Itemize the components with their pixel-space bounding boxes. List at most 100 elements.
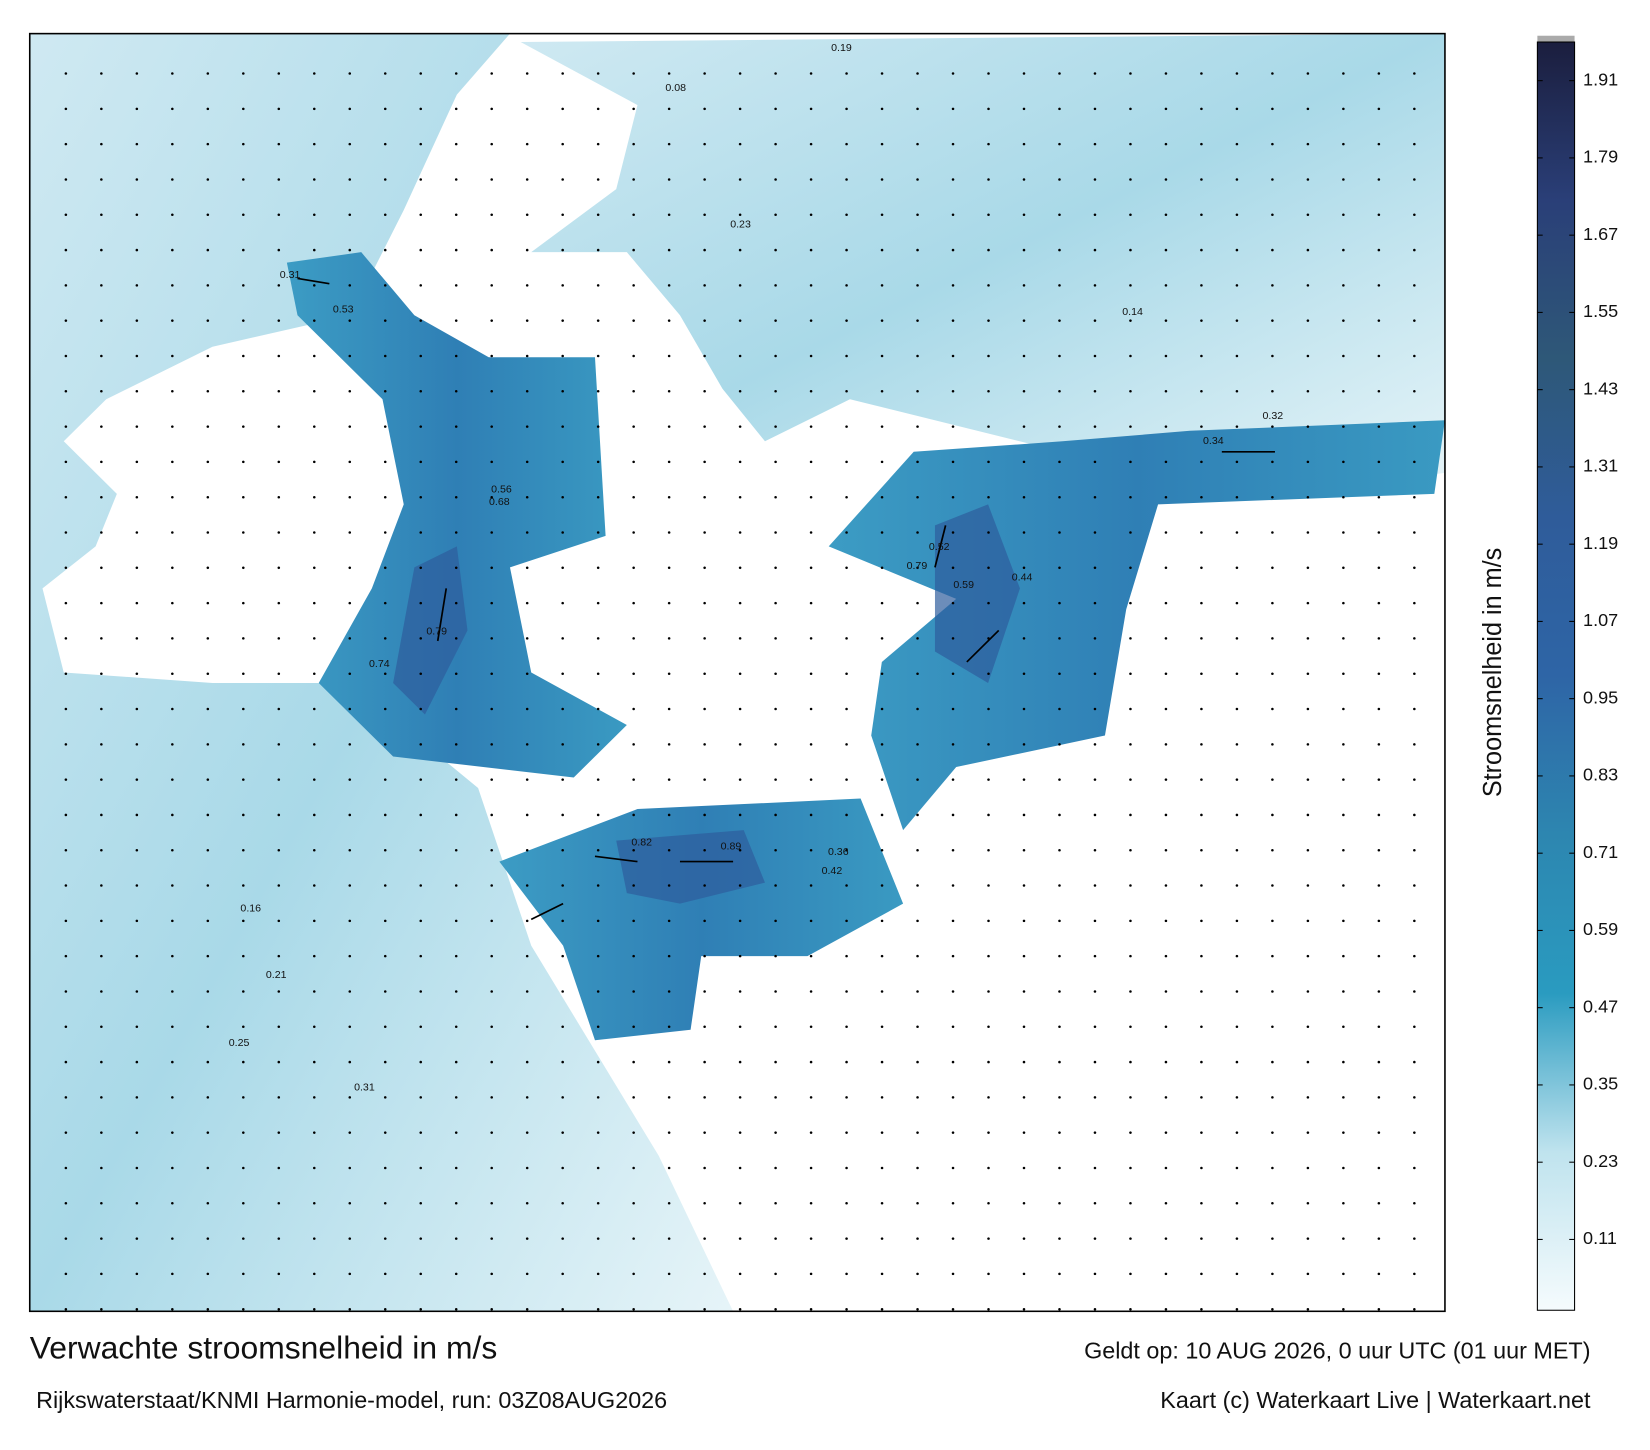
vector-dot	[525, 460, 529, 464]
vector-dot	[135, 813, 139, 817]
vector-dot	[135, 919, 139, 923]
vector-dot	[1342, 813, 1345, 817]
vector-dot	[1093, 284, 1097, 287]
vector-dot	[1235, 1307, 1239, 1311]
vector-dot	[242, 601, 245, 605]
vector-dot	[348, 743, 352, 746]
vector-dot	[1022, 637, 1026, 640]
vector-dot	[1022, 425, 1026, 428]
vector-dot	[313, 637, 316, 640]
vector-dot	[1093, 142, 1097, 146]
vector-dot	[1164, 1166, 1168, 1170]
vector-dot	[738, 248, 742, 252]
vector-dot	[632, 284, 635, 287]
vector-dot	[1413, 954, 1416, 958]
vector-dot	[454, 813, 458, 817]
vector-dot	[100, 354, 103, 358]
vector-dot	[100, 743, 103, 746]
vector-dot	[561, 919, 564, 923]
vector-dot	[100, 1272, 103, 1276]
vector-dot	[64, 919, 68, 923]
vector-dot	[916, 460, 919, 464]
vector-dot	[100, 778, 103, 781]
vector-dot	[1022, 954, 1026, 958]
vector-dot	[454, 1025, 458, 1029]
vector-dot	[171, 284, 174, 287]
vector-dot	[348, 919, 352, 923]
vector-dot	[1093, 601, 1097, 605]
vector-dot	[1093, 884, 1097, 887]
vector-dot	[880, 672, 884, 675]
vector-dot	[951, 284, 955, 287]
vector-dot	[845, 284, 848, 287]
vector-dot	[1413, 1202, 1416, 1205]
vector-dot	[64, 601, 68, 605]
vector-dot	[1129, 707, 1132, 711]
vector-dot	[774, 707, 777, 711]
vector-dot	[206, 1272, 210, 1276]
vector-dot	[1093, 778, 1097, 781]
vector-dot	[454, 460, 458, 464]
vector-dot	[1022, 107, 1026, 111]
vector-dot	[1129, 354, 1132, 358]
vector-dot	[1058, 990, 1061, 993]
vector-dot	[1200, 107, 1203, 111]
vector-dot	[880, 1096, 884, 1099]
vector-dot	[1200, 1025, 1203, 1029]
speed-label: 0.21	[266, 969, 287, 981]
vector-dot	[135, 142, 139, 146]
vector-dot	[738, 743, 742, 746]
vector-dot	[951, 460, 955, 464]
vector-dot	[1022, 390, 1026, 393]
vector-dot	[809, 354, 813, 358]
vector-dot	[525, 1166, 529, 1170]
vector-dot	[1306, 813, 1310, 817]
vector-dot	[277, 284, 281, 287]
vector-dot	[1022, 990, 1026, 993]
sea-north	[520, 33, 1445, 494]
vector-arrow	[966, 629, 1000, 663]
vector-dot	[1342, 425, 1345, 428]
vector-dot	[1235, 1060, 1239, 1064]
vector-dot	[880, 848, 884, 852]
vector-dot	[1129, 1272, 1132, 1276]
vector-dot	[667, 1025, 671, 1029]
vector-dot	[632, 1060, 635, 1064]
vector-dot	[916, 1096, 919, 1099]
vector-dot	[1271, 425, 1274, 428]
vector-dot	[242, 72, 245, 75]
vector-dot	[1377, 778, 1381, 781]
vector-dot	[1164, 1060, 1168, 1064]
vector-dot	[419, 248, 423, 252]
vector-dot	[1235, 637, 1239, 640]
vector-dot	[880, 248, 884, 252]
vector-dot	[809, 848, 813, 852]
vector-dot	[561, 1025, 564, 1029]
vector-dot	[206, 390, 210, 393]
vector-dot	[1271, 107, 1274, 111]
vector-dot	[1413, 637, 1416, 640]
vector-dot	[242, 813, 245, 817]
vector-dot	[348, 495, 352, 499]
vector-dot	[135, 1237, 139, 1240]
vector-dot	[880, 954, 884, 958]
vector-dot	[916, 284, 919, 287]
vector-dot	[135, 954, 139, 958]
vector-dot	[774, 248, 777, 252]
estuary-west	[286, 252, 627, 778]
vector-dot	[1093, 813, 1097, 817]
vector-dot	[100, 178, 103, 181]
colorbar-tick-label: 1.91	[1583, 69, 1618, 89]
vector-dot	[454, 743, 458, 746]
vector-dot	[454, 707, 458, 711]
vector-dot	[916, 1272, 919, 1276]
vector-dot	[738, 425, 742, 428]
vector-dot	[348, 637, 352, 640]
vector-dot	[1164, 848, 1168, 852]
vector-dot	[1342, 637, 1345, 640]
vector-dot	[64, 178, 68, 181]
vector-dot	[845, 1202, 848, 1205]
vector-dot	[171, 107, 174, 111]
vector-dot	[845, 178, 848, 181]
colorbar-tick-label: 1.43	[1583, 378, 1618, 398]
